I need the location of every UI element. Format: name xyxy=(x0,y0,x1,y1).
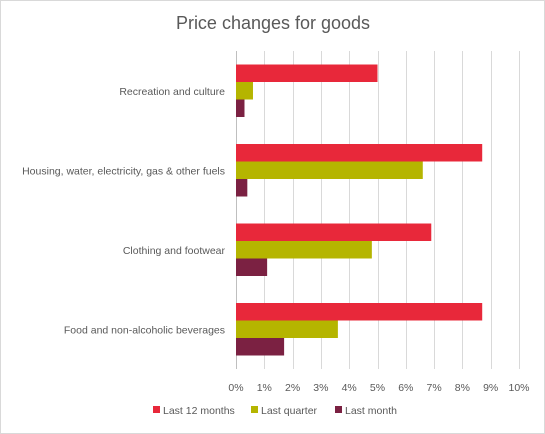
bar-last-12-months xyxy=(236,223,432,241)
bar-last-quarter xyxy=(236,82,253,100)
x-tick-label: 6% xyxy=(398,382,413,394)
category-label: Food and non-alcoholic beverages xyxy=(64,324,225,336)
x-tick-label: 3% xyxy=(313,382,328,394)
x-tick-label: 10% xyxy=(508,382,529,394)
legend-item: Last 12 months xyxy=(153,405,235,417)
category-label: Clothing and footwear xyxy=(123,245,226,257)
legend-swatch xyxy=(335,406,342,413)
gridlines xyxy=(236,51,520,369)
bar-last-quarter xyxy=(236,241,372,259)
x-tick-label: 9% xyxy=(483,382,498,394)
bar-last-quarter xyxy=(236,320,338,338)
bar-last-12-months xyxy=(236,144,483,162)
legend-swatch xyxy=(153,406,160,413)
chart-title: Price changes for goods xyxy=(176,13,370,33)
x-tick-label: 2% xyxy=(285,382,300,394)
x-tick-label: 1% xyxy=(257,382,272,394)
category-label: Recreation and culture xyxy=(119,86,225,98)
bar-last-12-months xyxy=(236,64,378,82)
category-label: Housing, water, electricity, gas & other… xyxy=(22,165,225,177)
legend-label: Last quarter xyxy=(261,405,318,417)
bar-last-month xyxy=(236,99,245,117)
bars xyxy=(236,64,483,356)
bar-last-quarter xyxy=(236,161,423,179)
x-axis-ticks: 0% 1% 2% 3% 4% 5% 6% 7% 8% 9% 10% xyxy=(228,382,529,394)
category-labels: Recreation and culture Housing, water, el… xyxy=(22,86,225,337)
bar-last-month xyxy=(236,258,268,276)
legend-label: Last month xyxy=(345,405,397,417)
legend-swatch xyxy=(251,406,258,413)
bar-last-month xyxy=(236,338,285,356)
bar-last-month xyxy=(236,179,248,197)
legend-label: Last 12 months xyxy=(163,405,235,417)
legend-item: Last quarter xyxy=(251,405,318,417)
x-tick-label: 8% xyxy=(455,382,470,394)
x-tick-label: 4% xyxy=(342,382,357,394)
bar-last-12-months xyxy=(236,303,483,321)
legend-item: Last month xyxy=(335,405,397,417)
x-tick-label: 5% xyxy=(370,382,385,394)
x-tick-label: 7% xyxy=(427,382,442,394)
x-tick-label: 0% xyxy=(228,382,243,394)
legend: Last 12 months Last quarter Last month xyxy=(153,405,397,417)
